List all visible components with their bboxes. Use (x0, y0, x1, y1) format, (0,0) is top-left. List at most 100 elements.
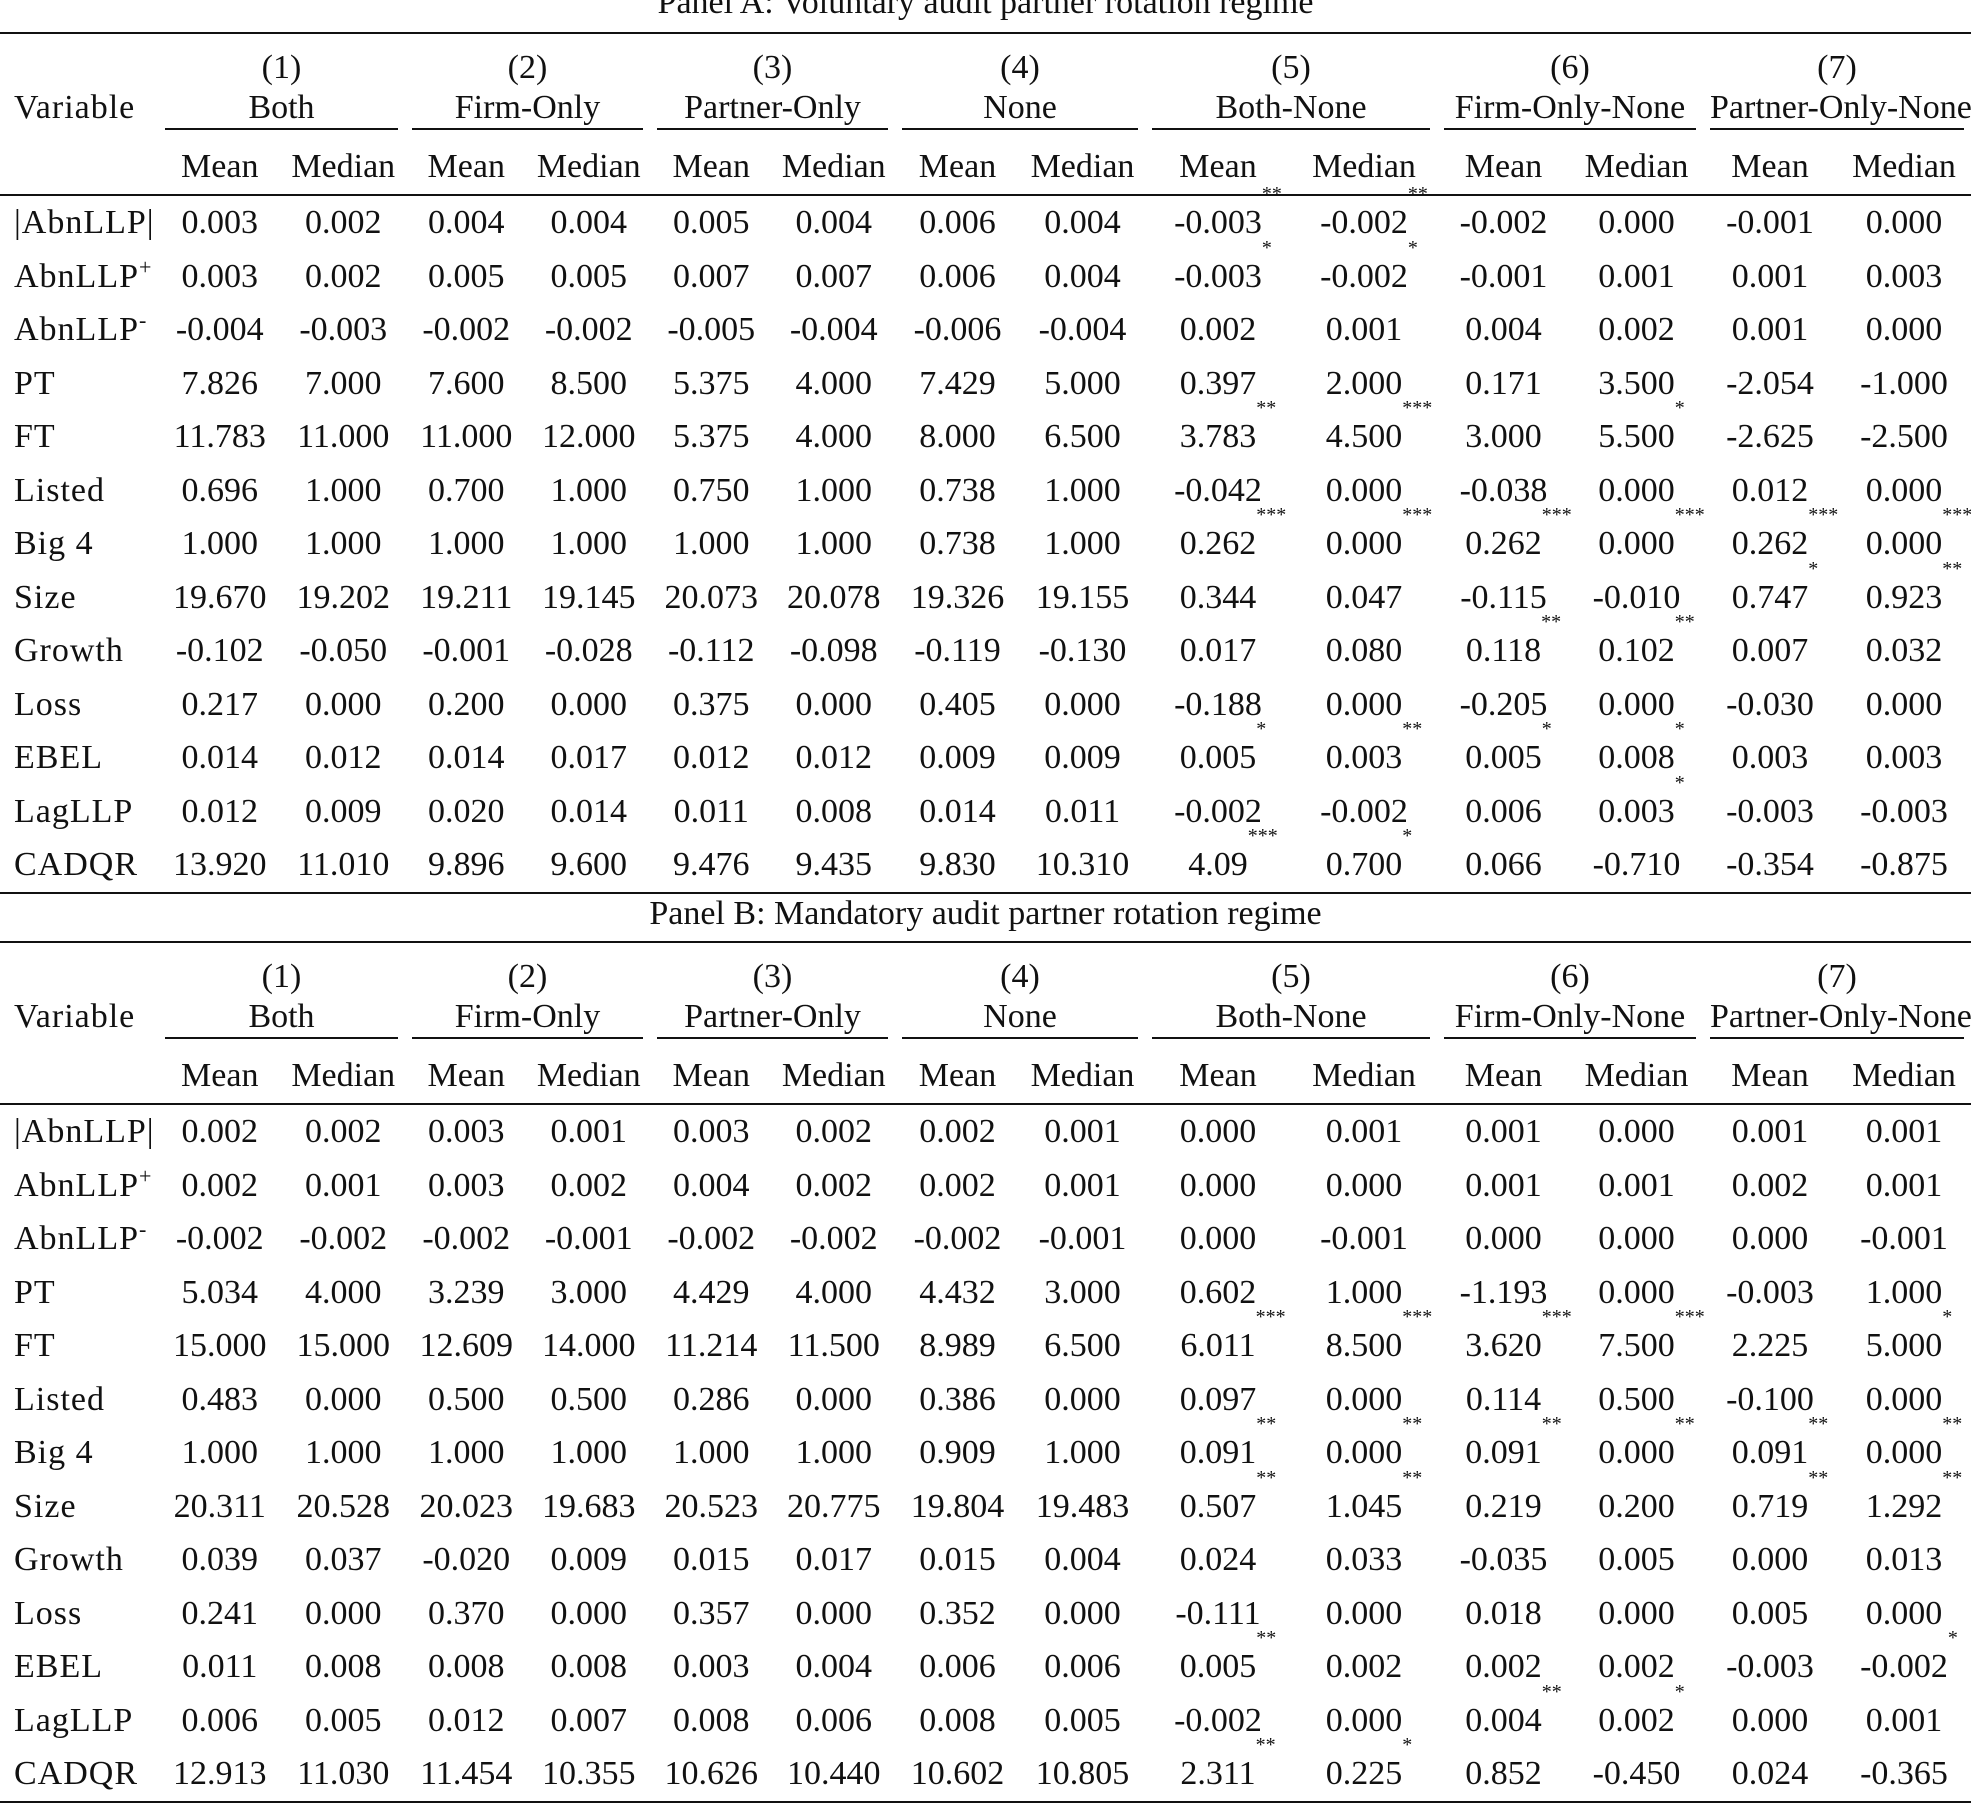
variable-superscript: + (139, 254, 153, 280)
value-text: 0.037 (305, 1541, 382, 1578)
value-cell: 0.008 * (1570, 719, 1703, 785)
value: 1.000 (305, 1426, 382, 1480)
value-cell: 0.004 (773, 195, 896, 250)
value-cell: 10.355 (527, 1747, 650, 1803)
value-cell: 12.609 (405, 1319, 528, 1373)
value-text: 0.225 (1325, 1755, 1403, 1792)
value: 1.000 (551, 464, 628, 518)
table-row: LagLLP 0.006 0.005 0.012 0.007 0.008 0.006 0.00… (0, 1682, 1971, 1748)
value: 12.913 (173, 1747, 267, 1801)
value-cell: -0.050 (282, 624, 406, 678)
value: -0.001 (545, 1212, 633, 1266)
value-text: -0.010 (1592, 578, 1681, 616)
value-text: 0.020 (428, 792, 505, 830)
subheader-median: Median (1020, 1049, 1145, 1105)
value: 0.006 (919, 196, 996, 250)
value-cell: 7.600 (405, 357, 528, 411)
value-cell: 0.004 (405, 195, 528, 250)
value-cell: 0.002 (282, 195, 406, 250)
value: 0.357 (673, 1587, 750, 1641)
value: 0.738 (919, 517, 996, 571)
variable-name: Big 4 (14, 1434, 94, 1471)
value: 0.002 (1180, 303, 1257, 357)
group-number: (4) (895, 32, 1145, 88)
value: 1.000 (305, 464, 382, 518)
value-text: 11.000 (297, 418, 390, 455)
value-text: 0.000 (1598, 204, 1675, 241)
value: 0.262 *** (1732, 505, 1839, 571)
value-cell: 0.011 (158, 1640, 282, 1694)
value: 0.500 (1598, 1373, 1675, 1427)
value-text: -0.002 (175, 1220, 264, 1257)
value: 0.004 (1044, 250, 1121, 304)
value-cell: 0.000 (1837, 1373, 1971, 1427)
value-cell: -0.003 * (1145, 238, 1291, 304)
value-cell: 0.200 (405, 678, 528, 732)
subheader-median: Median (1837, 140, 1971, 196)
value: 0.000 ** (1866, 1414, 1963, 1480)
value-text: 0.039 (181, 1541, 259, 1578)
value: -0.002 (422, 303, 510, 357)
value-cell: 0.397 (1145, 357, 1291, 411)
value: -0.002 * (1320, 238, 1418, 304)
value: -0.002 (790, 1212, 878, 1266)
value-cell: 0.500 (1570, 1373, 1703, 1427)
value: 10.805 (1036, 1747, 1130, 1801)
value-cell: -0.002 (158, 1212, 282, 1266)
value-cell: -0.035 (1437, 1533, 1570, 1587)
value-cell: 0.602 (1145, 1266, 1291, 1320)
value-cell: 0.003 (1837, 731, 1971, 785)
value: 11.454 (420, 1747, 512, 1801)
value-text: -0.112 (667, 632, 755, 669)
value-cell: 0.000 (282, 678, 406, 732)
value-text: 0.000 (1731, 1541, 1809, 1578)
value-text: 19.326 (910, 578, 1005, 616)
value-cell: 0.012 (158, 785, 282, 839)
value: 0.217 (182, 678, 259, 732)
value: 20.523 (665, 1480, 759, 1534)
value-cell: 0.011 (1020, 785, 1145, 839)
value-cell: -0.875 (1837, 838, 1971, 894)
value-text: 19.145 (542, 578, 636, 616)
table-row: PT 5.034 4.000 3.239 3.000 4.429 4.000 4.432 3.0… (0, 1266, 1971, 1320)
value-cell: 0.000 (1291, 1587, 1437, 1641)
value: 0.001 (1866, 1105, 1943, 1159)
significance-stars: * (1402, 825, 1413, 847)
value: 0.002 (1465, 1640, 1542, 1694)
value-cell: 0.000 (1291, 1694, 1437, 1748)
value-cell: 11.454 (405, 1747, 528, 1803)
value: 0.001 (1465, 1159, 1542, 1213)
value-cell: 1.000 (1020, 517, 1145, 571)
value: 0.000 (1598, 1266, 1675, 1320)
variable-name: Loss (14, 685, 83, 723)
variable-superscript: - (139, 307, 148, 333)
value-text: 4.429 (673, 1273, 750, 1311)
value-cell: 3.239 (405, 1266, 528, 1320)
value-text: -0.002 (789, 1220, 878, 1257)
value-text: 0.262 (1179, 525, 1257, 562)
variable-cell: FT (0, 1319, 158, 1373)
value: 0.011 (182, 1640, 257, 1694)
value-cell: 9.830 (895, 838, 1020, 894)
value-text: 0.002 (181, 1166, 259, 1204)
variable-cell: Listed (0, 1373, 158, 1427)
value: 8.000 (919, 410, 996, 464)
panel-title: Panel A: Voluntary audit partner rotatio… (657, 0, 1314, 21)
value-text: 0.003 (1865, 257, 1943, 295)
value: 0.747 * (1732, 559, 1819, 625)
value-text: 0.004 (795, 204, 873, 241)
value-text: 0.011 (673, 792, 749, 830)
value-cell: 4.000 (773, 357, 896, 411)
value-cell: -0.115 (1437, 571, 1570, 625)
table-row: Size 19.670 19.202 19.211 19.145 20.073 20.078… (0, 559, 1971, 625)
value-cell: 0.000 (528, 1587, 651, 1641)
value: 0.005 (1732, 1587, 1809, 1641)
value: -0.028 (545, 624, 633, 678)
value-cell: 0.005 ** (1145, 1628, 1291, 1694)
subheader-mean: Mean (158, 1049, 282, 1105)
value: 0.219 (1465, 1480, 1542, 1534)
value-cell: -0.004 (158, 303, 282, 357)
value-text: 0.000 (1325, 1434, 1403, 1471)
value-cell: 11.030 (281, 1747, 405, 1803)
value: 0.006 (919, 1640, 996, 1694)
